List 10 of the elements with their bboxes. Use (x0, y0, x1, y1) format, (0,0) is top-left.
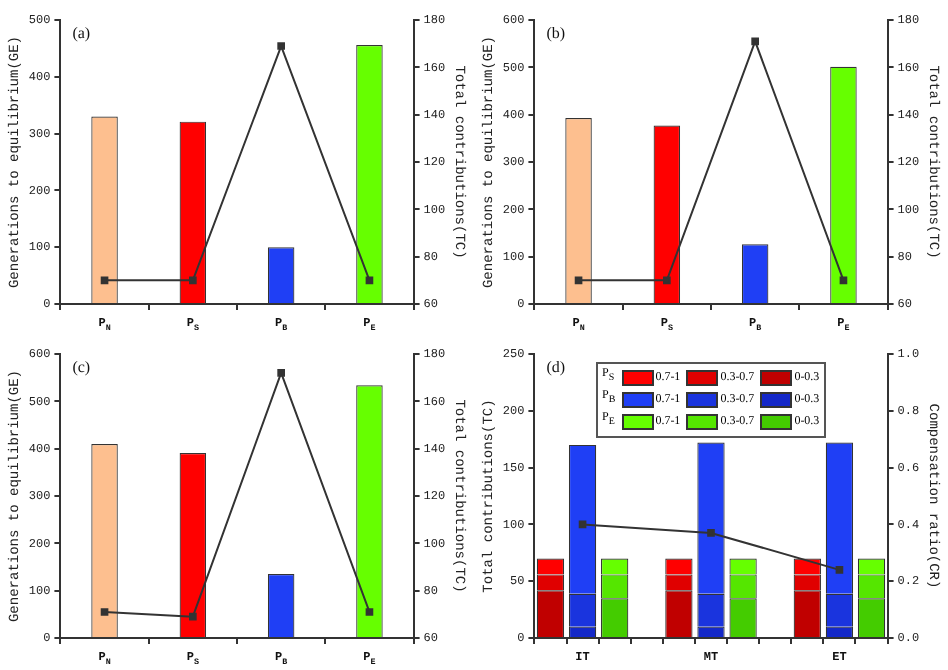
point (707, 529, 715, 537)
point (835, 566, 844, 574)
chart-title: (b) (546, 24, 566, 43)
point (100, 608, 109, 616)
chart-title: (c) (72, 358, 91, 377)
chart-title: (d) (546, 358, 566, 377)
point (365, 608, 374, 616)
point (189, 612, 197, 621)
chart-title: (a) (72, 24, 91, 43)
point (277, 369, 285, 377)
